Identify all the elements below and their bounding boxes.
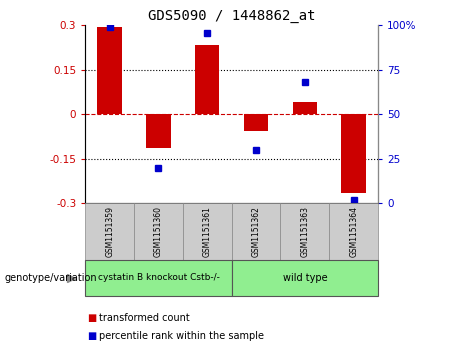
Text: GSM1151359: GSM1151359 bbox=[105, 206, 114, 257]
Text: GSM1151364: GSM1151364 bbox=[349, 206, 358, 257]
Text: GSM1151360: GSM1151360 bbox=[154, 206, 163, 257]
Text: ■: ■ bbox=[88, 313, 97, 323]
Text: transformed count: transformed count bbox=[99, 313, 190, 323]
Text: genotype/variation: genotype/variation bbox=[5, 273, 97, 283]
Text: GSM1151362: GSM1151362 bbox=[252, 206, 260, 257]
Text: percentile rank within the sample: percentile rank within the sample bbox=[99, 331, 264, 342]
Text: cystatin B knockout Cstb-/-: cystatin B knockout Cstb-/- bbox=[98, 273, 219, 282]
Bar bbox=[342, 114, 366, 193]
Bar bbox=[146, 114, 171, 148]
Text: GSM1151361: GSM1151361 bbox=[203, 206, 212, 257]
Bar bbox=[244, 114, 268, 131]
Title: GDS5090 / 1448862_at: GDS5090 / 1448862_at bbox=[148, 9, 315, 23]
Text: ■: ■ bbox=[88, 331, 97, 342]
Text: wild type: wild type bbox=[283, 273, 327, 283]
Text: GSM1151363: GSM1151363 bbox=[300, 206, 309, 257]
Bar bbox=[97, 27, 122, 114]
Bar bbox=[293, 102, 317, 114]
Bar bbox=[195, 45, 219, 114]
